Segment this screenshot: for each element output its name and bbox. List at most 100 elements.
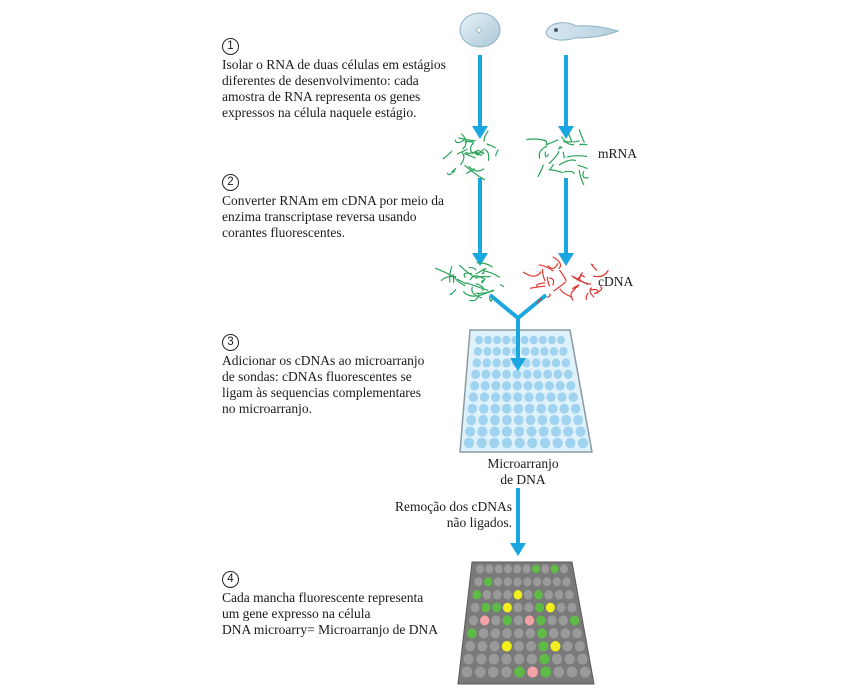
step-2: 2 Converter RNAm em cDNA por meio da enz… (222, 173, 444, 241)
fluorescent-spot (550, 641, 561, 652)
strand (562, 151, 566, 159)
fluorescent-spot (467, 628, 477, 639)
step-text-line: diferentes de desenvolvimento: cada (222, 73, 419, 88)
probe-spot (539, 437, 551, 449)
probe-spot (573, 415, 584, 426)
strand (469, 294, 480, 302)
step-text-line: Adicionar os cDNAs ao microarranjo (222, 353, 425, 368)
strand (500, 284, 505, 288)
probe-spot (501, 426, 512, 437)
step-number: 2 (222, 174, 239, 191)
strand (549, 277, 555, 286)
result-spot (489, 641, 500, 652)
probe-spot (526, 426, 537, 437)
strand (547, 262, 559, 269)
probe-spot (466, 415, 477, 426)
step-number: 3 (222, 334, 239, 351)
strand (488, 297, 493, 302)
strand (564, 170, 575, 175)
probe-spot (484, 335, 493, 345)
strand (559, 288, 573, 298)
result-spot (572, 628, 582, 639)
probe-spot (568, 392, 578, 403)
probe-spot (513, 415, 524, 426)
probe-spot (557, 335, 565, 345)
mrna-cluster-right (526, 129, 589, 186)
result-spot (523, 590, 533, 600)
strand (476, 262, 493, 268)
fluorescent-spot (569, 615, 580, 626)
result-spot (465, 641, 476, 652)
probe-spot (524, 392, 534, 403)
probe-spot (559, 346, 568, 356)
step-text-line: de sondas: cDNAs fluorescentes se (222, 369, 412, 384)
probe-spot (547, 403, 558, 414)
probe-spot (549, 415, 560, 426)
result-spot (488, 653, 500, 665)
strand (566, 155, 588, 158)
result-spot (522, 564, 531, 574)
probe-spot (490, 392, 501, 403)
strand (538, 264, 554, 272)
probe-spot (541, 358, 551, 368)
strand (548, 168, 564, 174)
result-spot (503, 577, 512, 587)
probe-spot (467, 403, 478, 414)
strand (538, 145, 548, 159)
mrna-cluster-left (442, 130, 499, 181)
strand (546, 276, 551, 287)
probe-spot (565, 437, 576, 449)
result-spot (564, 590, 574, 600)
result-spot (482, 590, 492, 600)
probe-spot (502, 369, 511, 379)
result-spot (526, 653, 537, 665)
result-spot (476, 564, 484, 574)
plate-arrow (510, 318, 526, 371)
egg-cell-icon (459, 12, 501, 48)
step-text-line: Cada mancha fluorescente representa (222, 590, 424, 605)
result-spot (463, 653, 474, 665)
result-spot (577, 653, 588, 665)
step-text-line: DNA microarry= Microarranjo de DNA (222, 622, 439, 637)
strand (467, 165, 485, 172)
result-spot (542, 577, 552, 587)
strand (475, 267, 487, 275)
strand (449, 266, 453, 283)
result-spot (533, 577, 542, 587)
microarray-label-2: de DNA (500, 472, 546, 487)
result-spot (579, 666, 591, 678)
strand (442, 150, 453, 160)
step-text-line: ligam às sequencias complementares (222, 385, 422, 400)
strand (547, 293, 551, 299)
strand (570, 288, 577, 301)
result-spot (514, 653, 525, 665)
strand (522, 271, 542, 277)
strand (526, 138, 548, 142)
strand (440, 275, 457, 282)
result-spot (541, 564, 550, 574)
probe-spot (551, 358, 561, 368)
result-spot (474, 577, 483, 587)
result-spot (478, 628, 489, 639)
fluorescent-spot (513, 590, 523, 600)
probe-spot (502, 346, 511, 356)
probe-spot (557, 392, 567, 403)
strand (557, 146, 563, 150)
fluorescent-spot (534, 590, 543, 600)
probe-spot (482, 358, 491, 368)
result-spot (485, 564, 494, 574)
probe-spot (489, 437, 500, 449)
probe-spot (512, 369, 522, 379)
probe-spot (531, 358, 541, 368)
strand (543, 139, 548, 145)
probe-spot (525, 415, 536, 426)
result-spot (504, 564, 512, 574)
probe-spot (465, 426, 476, 437)
probe-spot (514, 437, 525, 449)
strand (468, 266, 477, 271)
step-text-line: expressos na célula naquele estágio. (222, 105, 417, 120)
fluorescent-spot (502, 615, 512, 626)
result-spot (468, 615, 479, 626)
result-spot (553, 666, 565, 678)
strand (593, 286, 603, 295)
